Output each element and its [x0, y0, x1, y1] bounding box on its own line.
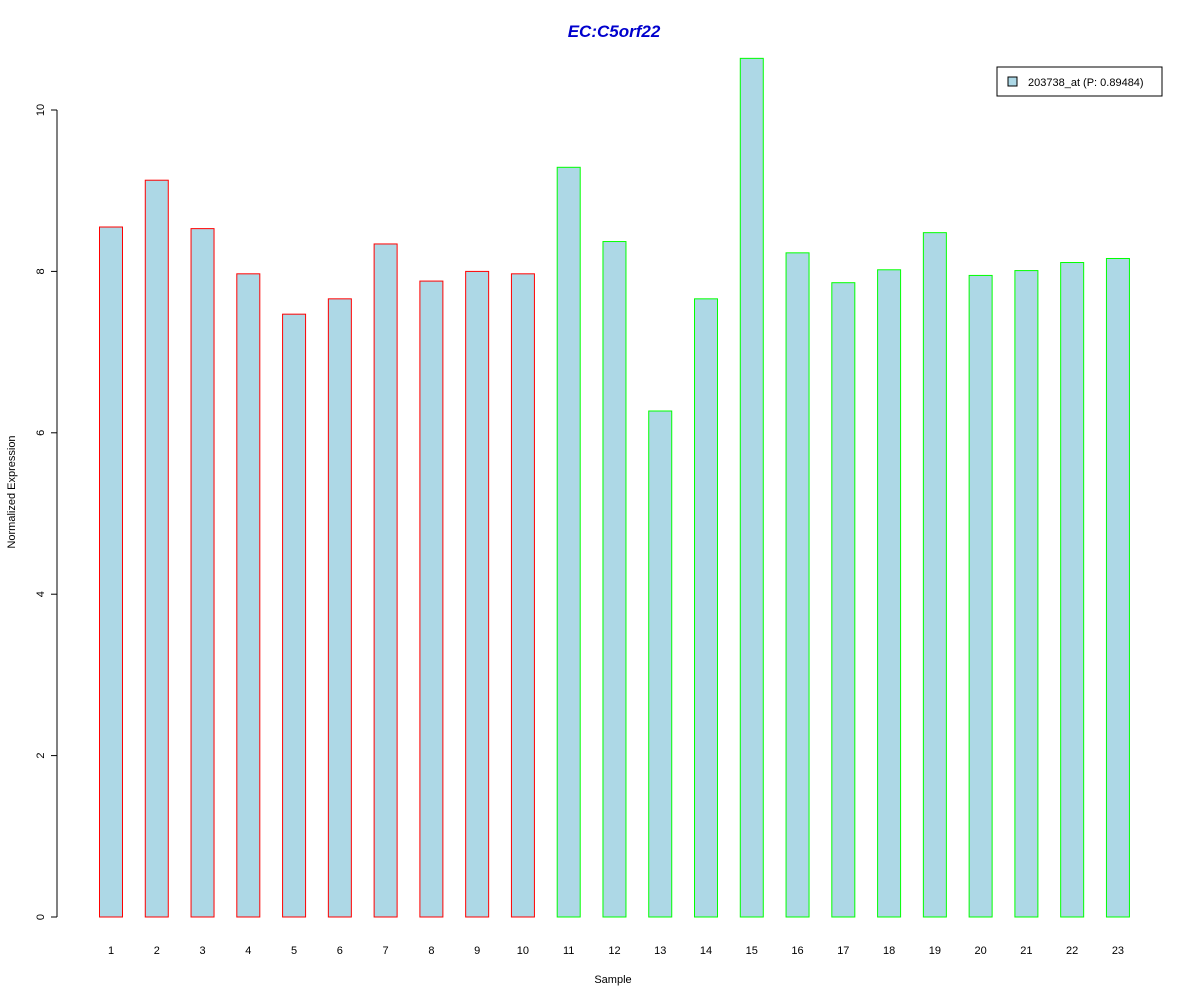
- bar-sample-19: [922, 232, 947, 918]
- x-tick-label: 14: [700, 945, 712, 957]
- x-axis-label: Sample: [594, 974, 631, 986]
- x-tick-label: 19: [929, 945, 941, 957]
- bar-sample-6: [327, 298, 352, 918]
- x-tick-label: 23: [1112, 945, 1124, 957]
- legend-entry: 203738_at (P: 0.89484): [1028, 77, 1144, 89]
- bar-sample-9: [465, 270, 490, 918]
- bar-sample-15: [739, 57, 764, 918]
- x-tick-label: 16: [791, 945, 803, 957]
- x-tick-label: 18: [883, 945, 895, 957]
- bar-sample-11: [556, 166, 581, 918]
- x-tick-label: 13: [654, 945, 666, 957]
- x-tick-label: 9: [474, 945, 480, 957]
- x-tick-label: 11: [563, 945, 574, 957]
- bar-sample-21: [1014, 270, 1039, 918]
- bar-sample-8: [419, 280, 444, 918]
- bar-sample-1: [99, 226, 123, 918]
- y-tick-label: 10: [35, 104, 47, 116]
- x-tick-label: 1: [108, 945, 114, 957]
- x-tick-label: 21: [1020, 945, 1032, 957]
- y-tick-label: 2: [35, 753, 47, 759]
- legend-swatch: [1007, 76, 1018, 87]
- bar-sample-2: [144, 179, 169, 918]
- x-tick-label: 2: [154, 945, 160, 957]
- x-tick-label: 10: [517, 945, 529, 957]
- y-axis-label: Normalized Expression: [6, 435, 18, 548]
- x-tick-label: 15: [746, 945, 758, 957]
- bars: [99, 57, 1130, 918]
- chart-title: EC:C5orf22: [568, 22, 661, 41]
- bar-sample-16: [785, 252, 810, 918]
- y-tick-label: 8: [35, 268, 47, 274]
- bar-sample-3: [190, 228, 215, 918]
- x-tick-label: 6: [337, 945, 343, 957]
- x-tick-label: 8: [428, 945, 434, 957]
- x-tick-label: 22: [1066, 945, 1078, 957]
- y-tick-label: 0: [35, 914, 47, 920]
- x-tick-label: 4: [245, 945, 251, 957]
- y-tick-label: 6: [35, 430, 47, 436]
- x-tick-label: 17: [837, 945, 849, 957]
- bar-sample-10: [510, 273, 535, 918]
- bar-sample-20: [968, 274, 993, 918]
- bar-sample-14: [694, 298, 719, 918]
- y-tick-label: 4: [35, 591, 47, 597]
- y-axis: 0 2 4 6 8 10: [35, 104, 58, 920]
- bar-sample-5: [282, 313, 307, 918]
- legend: 203738_at (P: 0.89484): [996, 66, 1163, 97]
- bar-sample-12: [602, 241, 627, 918]
- bar-sample-17: [831, 282, 856, 918]
- x-tick-label: 7: [383, 945, 389, 957]
- x-tick-label: 12: [608, 945, 620, 957]
- x-tick-label: 5: [291, 945, 297, 957]
- x-tick-label: 20: [975, 945, 987, 957]
- x-axis-ticks: 1 2 3 4 5 6 7 8 9 10 11 12 13 14 15 16 17 18 19 20 21 22 23: [108, 945, 1124, 957]
- x-tick-label: 3: [199, 945, 205, 957]
- bar-sample-23: [1105, 257, 1130, 918]
- bar-sample-7: [373, 243, 398, 918]
- bar-sample-18: [877, 269, 902, 918]
- bar-sample-22: [1060, 262, 1085, 918]
- bar-sample-13: [648, 410, 673, 918]
- legend-box: [996, 66, 1163, 97]
- bar-sample-4: [236, 273, 261, 918]
